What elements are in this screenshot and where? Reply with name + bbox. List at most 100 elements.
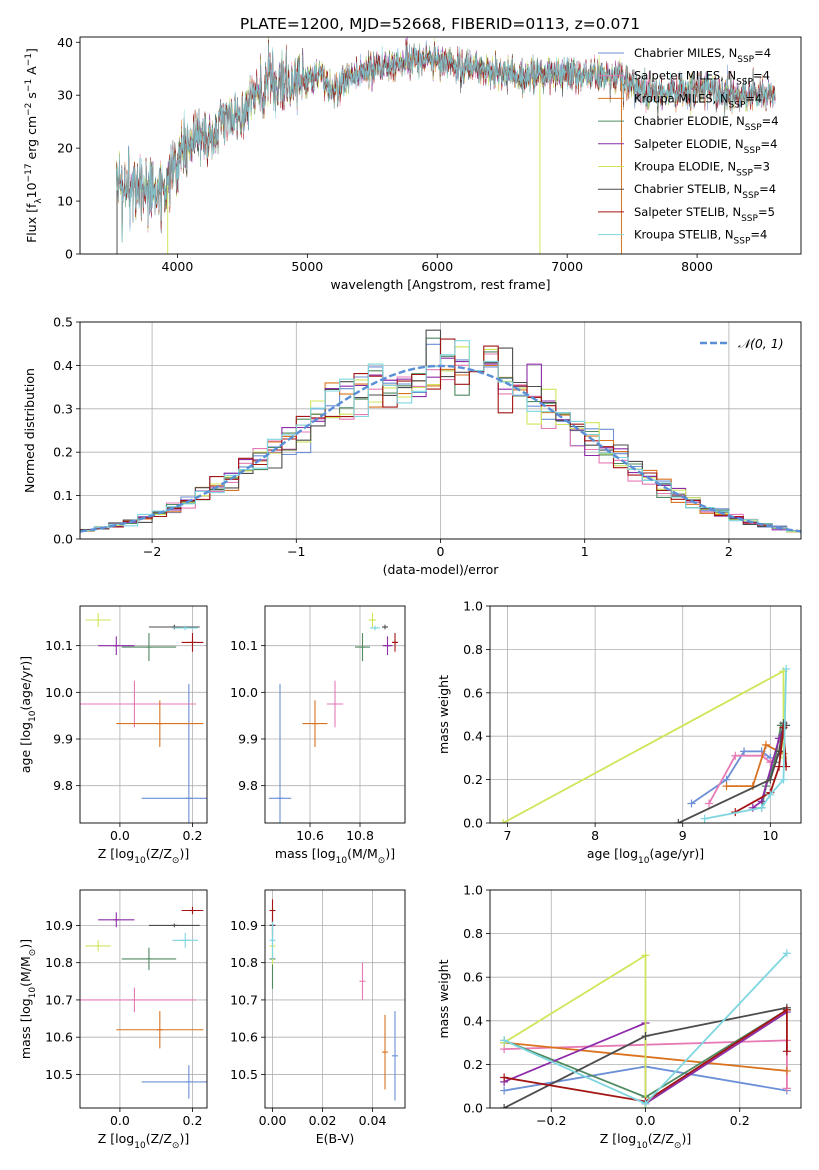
x-tick-label: 0.2 — [730, 1113, 750, 1128]
x-axis-label: Z [log10(Z/Z⊙)] — [98, 1131, 189, 1151]
y-tick-label: 0.5 — [53, 315, 73, 330]
x-axis-label: age [log10(age/yr)] — [587, 846, 704, 866]
y-tick-label: 10.8 — [45, 955, 73, 970]
x-tick-label: 0.2 — [183, 828, 203, 843]
series-marker — [500, 1073, 509, 1082]
Z_vs_mass-frame — [79, 889, 208, 1109]
series-line-c_miles — [690, 750, 771, 805]
series-marker — [782, 664, 791, 673]
legend-label: Kroupa STELIB, NSSP=4 — [634, 228, 767, 247]
Z_vs_age-points — [80, 613, 207, 823]
series-line-k_elodie — [502, 669, 785, 823]
series-marker — [775, 762, 784, 771]
x-tick-label: 0.00 — [259, 1113, 287, 1128]
x-tick-label: 0.0 — [110, 1113, 130, 1128]
age_mass_weight-lines — [499, 664, 791, 823]
x-tick-label: 10 — [762, 828, 778, 843]
figure-title: PLATE=1200, MJD=52668, FIBERID=0113, z=0… — [240, 15, 640, 33]
y-tick-label: 0.6 — [463, 970, 483, 985]
y-tick-label: 0.4 — [53, 358, 73, 373]
series-marker — [641, 1032, 650, 1041]
y-axis-label: mass [log10(M/M⊙)] — [18, 939, 38, 1059]
series-marker — [740, 747, 749, 756]
residual-legend: 𝒩(0, 1) — [700, 336, 784, 351]
x-axis-label: Z [log10(Z/Z⊙)] — [600, 1131, 691, 1151]
x-tick-label: 7000 — [551, 259, 583, 274]
x-tick-label: 6000 — [421, 259, 453, 274]
y-tick-label: 10.9 — [45, 918, 73, 933]
x-tick-label: 10.8 — [346, 828, 374, 843]
y-tick-label: 10.0 — [230, 685, 258, 700]
y-tick-label: 1.0 — [463, 599, 483, 614]
x-axis-label: Z [log10(Z/Z⊙)] — [98, 846, 189, 866]
x-tick-label: 5000 — [291, 259, 323, 274]
y-tick-label: 10.0 — [45, 685, 73, 700]
y-tick-label: 10.6 — [45, 1030, 73, 1045]
x-tick-label: −2 — [143, 544, 161, 559]
x-axis-label: E(B-V) — [316, 1131, 355, 1146]
x-axis-label: (data-model)/error — [383, 562, 500, 577]
x-tick-label: 7 — [504, 828, 512, 843]
x-tick-label: 0.2 — [183, 1113, 203, 1128]
x-axis-label: wavelength [Angstrom, rest frame] — [330, 277, 550, 292]
y-tick-label: 10.5 — [45, 1067, 73, 1082]
y-tick-label: 0.8 — [463, 926, 483, 941]
y-tick-label: 0.4 — [463, 729, 483, 744]
y-tick-label: 9.9 — [238, 732, 258, 747]
legend-label: Salpeter MILES, NSSP=4 — [634, 69, 770, 88]
series-marker — [782, 1047, 791, 1056]
y-tick-label: 0.8 — [463, 642, 483, 657]
residual-plot — [80, 329, 801, 534]
y-tick-label: 40 — [57, 35, 73, 50]
x-tick-label: 8000 — [681, 259, 713, 274]
legend-label: Salpeter ELODIE, NSSP=4 — [634, 137, 777, 156]
axes-mass_vs_age: 10.6 10.8 9.8 9.9 10.0 10.1 mass [log10(M/M⊙)] — [230, 606, 405, 866]
x-tick-label: 2 — [725, 544, 733, 559]
series-marker — [766, 775, 775, 784]
y-tick-label: 30 — [57, 88, 73, 103]
x-tick-label: 10.6 — [296, 828, 324, 843]
series-marker — [761, 740, 770, 749]
y-tick-label: 9.8 — [238, 778, 258, 793]
series-marker — [705, 799, 714, 808]
y-tick-label: 0.0 — [53, 532, 73, 547]
axes-Z_vs_age: 0.0 0.2 9.8 9.9 10.0 10.1 Z [log10(Z/Z⊙)] age [… — [18, 606, 207, 866]
y-tick-label: 0.2 — [53, 445, 73, 460]
EBV_vs_mass-frame — [264, 889, 406, 1109]
x-tick-label: 0.04 — [359, 1113, 387, 1128]
x-tick-label: −0.2 — [536, 1113, 566, 1128]
series-marker — [722, 782, 731, 791]
series-marker — [499, 819, 508, 823]
y-tick-label: 20 — [57, 141, 73, 156]
y-axis-label: Normed distribution — [22, 368, 37, 493]
series-marker — [641, 951, 650, 960]
series-line-s_stelib — [503, 1008, 788, 1103]
y-tick-label: 0.2 — [463, 1057, 483, 1072]
y-tick-label: 10.7 — [45, 992, 73, 1007]
legend-label: Chabrier STELIB, NSSP=4 — [634, 182, 776, 201]
y-tick-label: 0 — [65, 247, 73, 262]
series-marker — [674, 819, 683, 823]
y-tick-label: 10.8 — [230, 955, 258, 970]
mass_vs_age-frame — [264, 605, 406, 824]
y-tick-label: 10.6 — [230, 1030, 258, 1045]
Z_vs_age-frame — [79, 605, 208, 824]
y-axis-label: age [log10(age/yr)] — [18, 656, 38, 773]
spectrum-line-k_stelib — [116, 42, 776, 242]
x-tick-label: −1 — [287, 544, 305, 559]
y-axis-label: mass weight — [436, 675, 451, 754]
EBV_vs_mass-points — [269, 899, 398, 1101]
y-tick-label: 0.2 — [463, 772, 483, 787]
series-marker — [757, 803, 766, 812]
y-tick-label: 10 — [57, 194, 73, 209]
normal-curve — [80, 364, 801, 533]
y-tick-label: 0.1 — [53, 488, 73, 503]
legend-label: Salpeter STELIB, NSSP=5 — [634, 205, 775, 224]
x-tick-label: 1 — [581, 544, 589, 559]
y-tick-label: 1.0 — [463, 883, 483, 898]
series-marker — [782, 949, 791, 958]
residual-hist-k_stelib — [80, 340, 801, 534]
y-tick-label: 10.7 — [230, 992, 258, 1007]
series-marker — [731, 751, 740, 760]
y-axis-label: mass weight — [436, 959, 451, 1038]
